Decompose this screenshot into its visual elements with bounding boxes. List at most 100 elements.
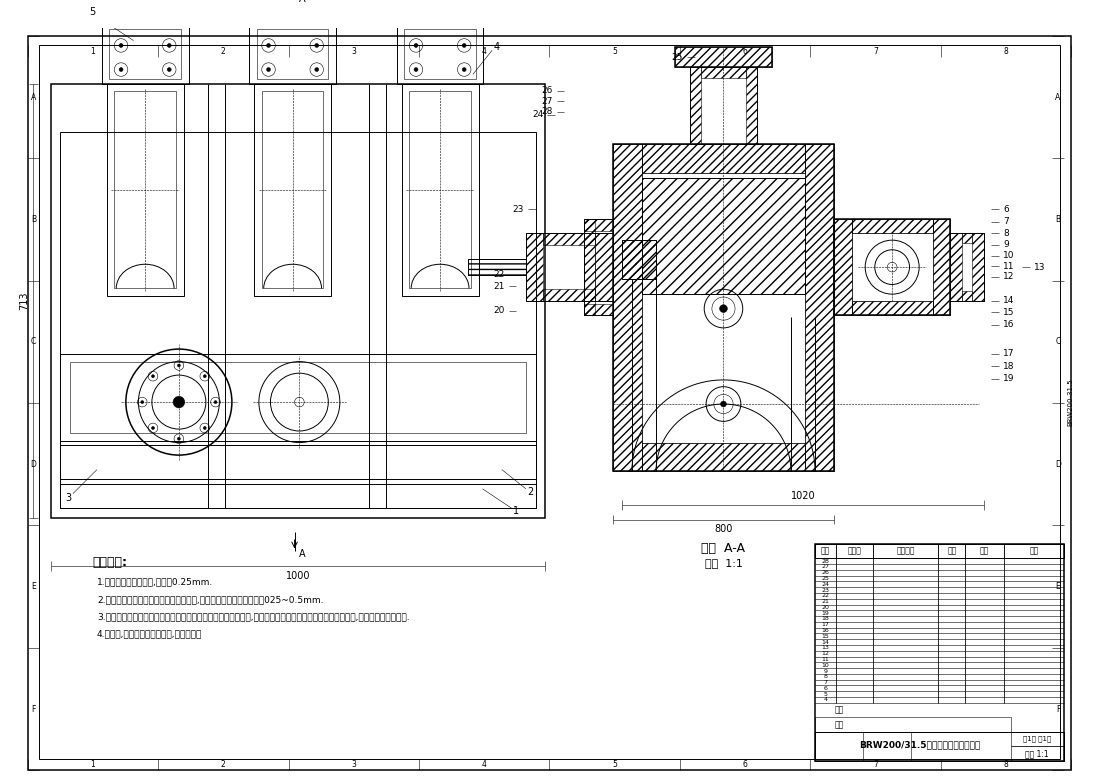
Bar	[612, 144, 834, 471]
Text: 4: 4	[481, 760, 487, 769]
Text: 26: 26	[822, 570, 830, 575]
Bar	[675, 47, 771, 67]
Text: 16: 16	[1003, 321, 1014, 329]
Bar	[863, 732, 911, 761]
Bar	[973, 233, 984, 301]
Bar	[102, 26, 189, 84]
Bar	[110, 29, 181, 79]
Bar	[806, 144, 834, 471]
Text: 8: 8	[824, 675, 828, 679]
Text: B: B	[1055, 215, 1061, 224]
Text: 4: 4	[493, 42, 500, 52]
Circle shape	[152, 375, 155, 377]
Bar	[257, 29, 329, 79]
Text: 5: 5	[824, 692, 828, 696]
Text: 6: 6	[743, 47, 747, 56]
Text: 剖面  A-A: 剖面 A-A	[701, 542, 745, 555]
Text: 比例  1:1: 比例 1:1	[704, 558, 743, 568]
Text: BRW200-31.5: BRW200-31.5	[1067, 378, 1074, 426]
Bar	[933, 219, 950, 315]
Text: 16: 16	[822, 628, 830, 633]
Text: 4.工作前,须在排出阀体内气体,检测密封性: 4.工作前,须在排出阀体内气体,检测密封性	[97, 629, 202, 639]
Bar	[404, 29, 476, 79]
Text: 23: 23	[512, 205, 524, 214]
Circle shape	[203, 375, 207, 377]
Circle shape	[414, 68, 418, 72]
Bar	[70, 362, 526, 433]
Text: 15: 15	[822, 634, 830, 639]
Text: 8: 8	[1003, 760, 1009, 769]
Bar	[962, 233, 973, 243]
Circle shape	[167, 44, 171, 47]
Text: 28: 28	[822, 559, 830, 563]
Text: 2: 2	[528, 487, 534, 496]
Bar	[526, 233, 543, 301]
Text: 共1页 第1页: 共1页 第1页	[1023, 736, 1052, 742]
Text: BRW200/31.5乳化液泵的液力端设计: BRW200/31.5乳化液泵的液力端设计	[859, 740, 980, 749]
Text: 18: 18	[1003, 362, 1014, 371]
Circle shape	[141, 401, 144, 404]
Text: 1.内外齿套采用游隙配,过盈量0.25mm.: 1.内外齿套采用游隙配,过盈量0.25mm.	[97, 577, 213, 587]
Text: 23: 23	[822, 587, 830, 593]
Bar	[815, 544, 836, 559]
Text: 11: 11	[822, 657, 830, 662]
Bar	[612, 144, 642, 471]
Text: 2: 2	[221, 760, 225, 769]
Text: 3: 3	[352, 760, 356, 769]
Text: 11: 11	[1003, 261, 1014, 271]
Bar	[584, 219, 596, 315]
Text: 27: 27	[542, 96, 553, 106]
Text: 1: 1	[90, 47, 96, 56]
Text: 15: 15	[1003, 308, 1014, 317]
Text: 审核: 审核	[834, 706, 844, 714]
Bar	[815, 544, 1064, 559]
Text: 1000: 1000	[286, 570, 310, 580]
Bar	[249, 26, 336, 84]
Circle shape	[214, 401, 217, 404]
Circle shape	[167, 68, 171, 72]
Text: A: A	[1055, 93, 1061, 101]
Bar	[675, 47, 771, 67]
Circle shape	[177, 364, 180, 367]
Bar	[815, 717, 1011, 732]
Bar	[962, 291, 973, 301]
Text: 9: 9	[823, 668, 828, 674]
Bar	[397, 26, 484, 84]
Bar	[690, 67, 701, 144]
Text: 4: 4	[823, 697, 828, 703]
Bar	[642, 144, 806, 173]
Circle shape	[119, 68, 123, 72]
Bar	[60, 484, 535, 508]
Bar	[642, 443, 806, 471]
Text: 14: 14	[822, 640, 830, 645]
Text: 设计: 设计	[834, 720, 844, 729]
Text: 8: 8	[1003, 47, 1009, 56]
Text: 13: 13	[1034, 263, 1045, 272]
Bar	[468, 259, 526, 275]
Text: 9: 9	[1003, 240, 1009, 250]
Text: 28: 28	[542, 107, 553, 117]
Text: 5: 5	[612, 760, 618, 769]
Text: 比例 1:1: 比例 1:1	[1025, 749, 1050, 758]
Text: 8: 8	[1003, 229, 1009, 238]
Bar	[60, 354, 535, 440]
Text: 2.处须用螺号把网胶皮平面油压在阀体上,网胶皮横面比网体面约凸起025~0.5mm.: 2.处须用螺号把网胶皮平面油压在阀体上,网胶皮横面比网体面约凸起025~0.5m…	[97, 595, 323, 604]
Text: 1020: 1020	[790, 491, 815, 500]
Text: A: A	[299, 0, 306, 4]
Text: 零件名称: 零件名称	[897, 546, 914, 555]
Text: 21: 21	[822, 599, 830, 604]
Bar	[262, 91, 323, 289]
Bar	[107, 84, 184, 296]
Circle shape	[119, 44, 123, 47]
Bar	[468, 259, 526, 275]
Circle shape	[203, 426, 207, 429]
Text: 序号: 序号	[821, 546, 830, 555]
Text: 27: 27	[822, 564, 830, 569]
Text: 12: 12	[1003, 272, 1014, 282]
Text: 22: 22	[493, 270, 504, 279]
Text: 19: 19	[822, 611, 830, 615]
Text: 5: 5	[612, 47, 618, 56]
Bar	[852, 301, 933, 315]
Text: 13: 13	[822, 646, 830, 650]
Bar	[1011, 732, 1064, 746]
